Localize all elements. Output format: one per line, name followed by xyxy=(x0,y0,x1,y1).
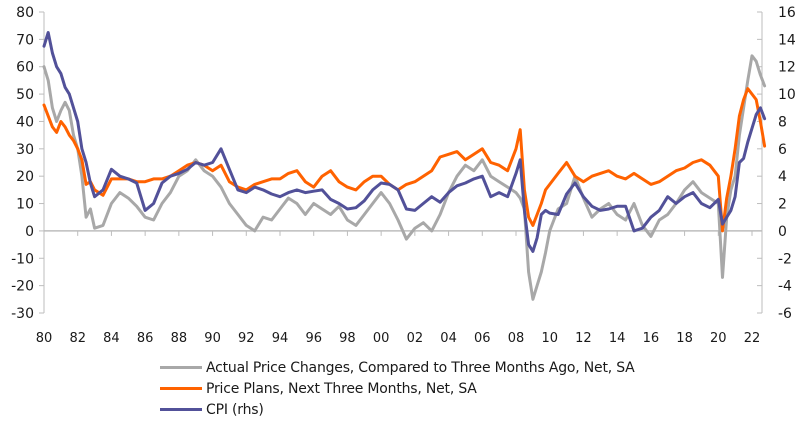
x-axis-tick-label: 88 xyxy=(171,331,188,346)
axes: 80706050403020100-10-20-301614121086420-… xyxy=(11,5,796,346)
x-axis-tick-label: 08 xyxy=(508,331,525,346)
legend-swatch-price-plans xyxy=(160,387,202,390)
left-axis-tick-label: 10 xyxy=(16,197,34,213)
right-axis-tick-label: -2 xyxy=(778,251,792,267)
legend: Actual Price Changes, Compared to Three … xyxy=(160,357,635,420)
x-axis-tick-label: 92 xyxy=(238,331,255,346)
left-axis-tick-label: 20 xyxy=(16,169,34,185)
x-axis-tick-label: 22 xyxy=(744,331,761,346)
legend-item-cpi: CPI (rhs) xyxy=(160,399,635,420)
left-axis-tick-label: 30 xyxy=(16,142,34,158)
x-axis-tick-label: 12 xyxy=(575,331,592,346)
right-axis-tick-label: 10 xyxy=(778,87,796,103)
legend-item-price-plans: Price Plans, Next Three Months, Net, SA xyxy=(160,378,635,399)
right-axis-tick-label: 0 xyxy=(778,224,787,240)
right-axis-tick-label: 6 xyxy=(778,142,787,158)
chart-area: 80706050403020100-10-20-301614121086420-… xyxy=(11,5,796,346)
right-axis-tick-label: 12 xyxy=(778,60,796,76)
left-axis-tick-label: 60 xyxy=(16,60,34,76)
x-axis-tick-label: 82 xyxy=(69,331,86,346)
legend-swatch-cpi xyxy=(160,408,202,411)
x-axis-tick-label: 98 xyxy=(339,331,356,346)
left-axis-tick-label: -20 xyxy=(11,279,34,295)
left-axis-tick-label: -30 xyxy=(11,306,34,322)
x-axis-tick-label: 02 xyxy=(407,331,424,346)
right-axis-tick-label: 8 xyxy=(778,114,787,130)
x-axis-tick-label: 84 xyxy=(103,331,120,346)
x-axis-tick-label: 94 xyxy=(272,331,289,346)
x-axis-tick-label: 10 xyxy=(541,331,558,346)
x-axis-tick-label: 90 xyxy=(204,331,221,346)
left-axis-tick-label: 50 xyxy=(16,87,34,103)
legend-swatch-actual-price-changes xyxy=(160,366,202,369)
right-axis-tick-label: -4 xyxy=(778,279,792,295)
right-axis-tick-label: 4 xyxy=(778,169,787,185)
right-axis-tick-label: 16 xyxy=(778,5,796,21)
series-line-cpi xyxy=(42,31,767,253)
legend-label: Actual Price Changes, Compared to Three … xyxy=(206,359,635,376)
x-axis-tick-label: 86 xyxy=(137,331,154,346)
legend-label: Price Plans, Next Three Months, Net, SA xyxy=(206,380,477,397)
left-axis-tick-label: 70 xyxy=(16,32,34,48)
x-axis-tick-label: 18 xyxy=(676,331,693,346)
right-axis-tick-label: -6 xyxy=(778,306,792,322)
x-axis-tick-label: 00 xyxy=(373,331,390,346)
x-axis-tick-label: 04 xyxy=(440,331,457,346)
x-axis-tick-label: 14 xyxy=(609,331,626,346)
right-axis-tick-label: 14 xyxy=(778,32,796,48)
right-axis-tick-label: 2 xyxy=(778,197,787,213)
legend-label: CPI (rhs) xyxy=(206,401,264,418)
left-axis-tick-label: 0 xyxy=(25,224,34,240)
x-axis-tick-label: 06 xyxy=(474,331,491,346)
left-axis-tick-label: -10 xyxy=(11,251,34,267)
x-axis-tick-label: 20 xyxy=(710,331,727,346)
x-axis-tick-label: 80 xyxy=(36,331,53,346)
left-axis-tick-label: 80 xyxy=(16,5,34,21)
legend-item-actual-price-changes: Actual Price Changes, Compared to Three … xyxy=(160,357,635,378)
series-line-price-plans xyxy=(42,87,767,233)
left-axis-tick-label: 40 xyxy=(16,114,34,130)
x-axis-tick-label: 96 xyxy=(305,331,322,346)
series-line-actual-price-changes xyxy=(42,54,767,301)
x-axis-tick-label: 16 xyxy=(643,331,660,346)
series-layer xyxy=(42,31,767,301)
